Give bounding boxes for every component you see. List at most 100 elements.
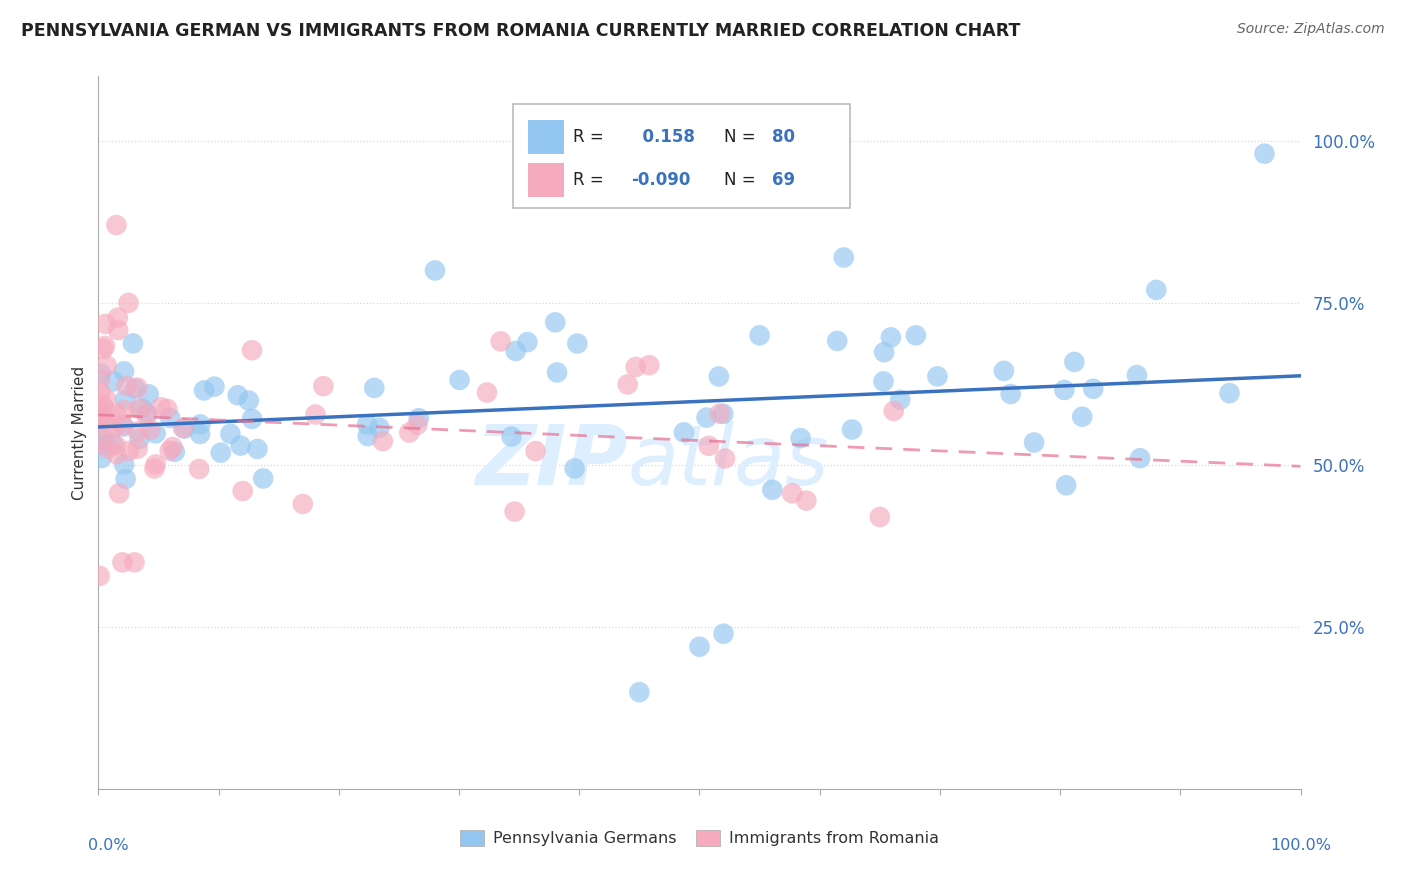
Point: [101, 436, 124, 450]
Point: [105, 447, 128, 461]
Point: [709, 407, 731, 421]
Point: [927, 369, 949, 384]
Y-axis label: Currently Married: Currently Married: [72, 366, 87, 500]
Point: [1000, 387, 1022, 401]
Point: [128, 401, 150, 416]
Bar: [527, 120, 564, 154]
Point: [97, 442, 120, 456]
Point: [136, 407, 159, 421]
Point: [188, 417, 211, 432]
Point: [111, 555, 134, 569]
Point: [94, 339, 117, 353]
Point: [122, 336, 145, 351]
Point: [145, 426, 167, 441]
Legend: Pennsylvania Germans, Immigrants from Romania: Pennsylvania Germans, Immigrants from Ro…: [453, 823, 946, 853]
Point: [761, 483, 783, 497]
Point: [1253, 146, 1275, 161]
Point: [505, 343, 527, 358]
Point: [873, 345, 896, 359]
Point: [825, 334, 848, 348]
Point: [124, 382, 146, 396]
Point: [108, 486, 131, 500]
Point: [475, 385, 498, 400]
Point: [93, 402, 115, 417]
Point: [1022, 435, 1045, 450]
Point: [90, 408, 112, 422]
Point: [89, 409, 111, 423]
Point: [904, 328, 927, 343]
Point: [238, 393, 260, 408]
Point: [89, 401, 111, 416]
Point: [139, 423, 162, 437]
Point: [87, 414, 110, 428]
Point: [93, 342, 115, 356]
Point: [127, 425, 149, 439]
Text: PENNSYLVANIA GERMAN VS IMMIGRANTS FROM ROMANIA CURRENTLY MARRIED CORRELATION CHA: PENNSYLVANIA GERMAN VS IMMIGRANTS FROM R…: [21, 22, 1021, 40]
Text: 69: 69: [772, 171, 794, 189]
Point: [232, 483, 254, 498]
Point: [567, 336, 589, 351]
Point: [880, 330, 903, 344]
Point: [193, 384, 215, 398]
Text: 100.0%: 100.0%: [1270, 838, 1331, 853]
Point: [91, 398, 114, 412]
Point: [159, 443, 181, 458]
Point: [780, 486, 803, 500]
Point: [240, 343, 263, 358]
Point: [145, 458, 167, 472]
Point: [252, 471, 274, 485]
Point: [711, 407, 734, 421]
Point: [127, 442, 149, 456]
Point: [112, 419, 135, 434]
Point: [371, 434, 394, 449]
FancyBboxPatch shape: [513, 104, 849, 208]
Point: [112, 458, 135, 472]
Point: [90, 367, 112, 381]
Text: N =: N =: [724, 171, 761, 189]
Text: R =: R =: [574, 128, 609, 146]
Point: [96, 359, 118, 373]
Point: [107, 310, 129, 325]
Point: [889, 392, 911, 407]
Point: [312, 379, 335, 393]
Point: [89, 405, 111, 419]
Point: [501, 429, 523, 443]
Point: [546, 366, 568, 380]
Point: [112, 403, 135, 417]
Point: [616, 377, 638, 392]
Text: -0.090: -0.090: [631, 171, 690, 189]
Point: [748, 328, 770, 343]
Point: [841, 423, 863, 437]
Point: [114, 392, 136, 407]
Point: [696, 410, 718, 425]
Point: [1053, 383, 1076, 397]
Point: [832, 251, 855, 265]
Point: [240, 412, 263, 426]
Point: [94, 317, 117, 331]
Point: [173, 421, 195, 435]
Point: [1083, 382, 1105, 396]
Point: [872, 375, 894, 389]
Point: [489, 334, 512, 349]
Point: [188, 426, 211, 441]
Point: [128, 432, 150, 446]
Text: Source: ZipAtlas.com: Source: ZipAtlas.com: [1237, 22, 1385, 37]
Point: [89, 372, 111, 386]
Point: [115, 379, 138, 393]
Point: [89, 385, 111, 400]
Point: [229, 439, 252, 453]
Point: [89, 569, 111, 583]
Text: N =: N =: [724, 128, 761, 146]
Point: [398, 425, 420, 440]
Point: [94, 392, 117, 406]
Point: [713, 626, 735, 640]
Text: 0.158: 0.158: [631, 128, 695, 146]
Point: [406, 417, 429, 432]
Point: [638, 358, 661, 372]
Point: [1129, 451, 1152, 466]
Point: [103, 421, 125, 435]
Text: ZIP: ZIP: [475, 421, 627, 501]
Point: [107, 323, 129, 337]
Point: [449, 373, 471, 387]
Point: [226, 388, 249, 402]
